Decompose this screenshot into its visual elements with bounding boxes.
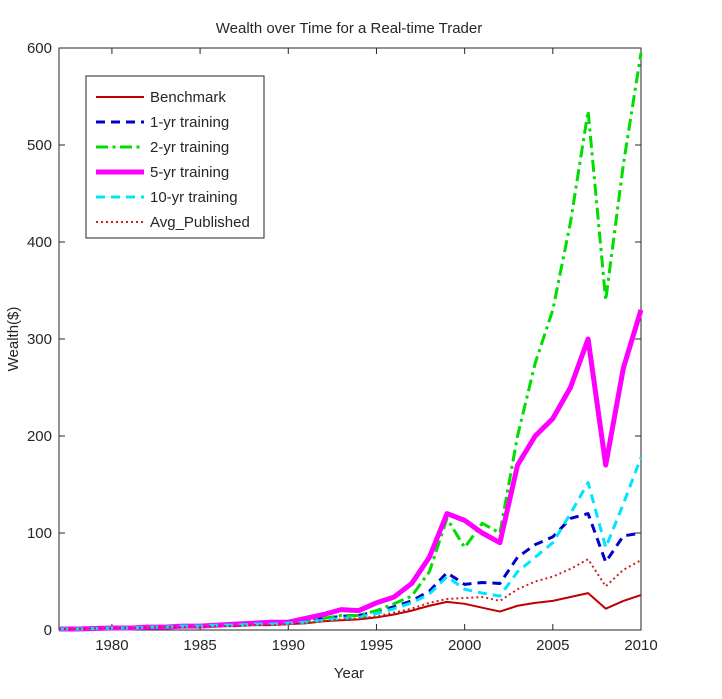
legend-box [85,75,265,239]
y-tick-label: 100 [27,525,52,542]
series-line-3 [59,309,644,632]
x-tick-label: 2010 [624,637,657,654]
x-tick-label: 2005 [536,637,569,654]
x-tick-label: 1990 [272,637,305,654]
legend-entry-label: Benchmark [150,89,226,106]
legend: Benchmark 1-yr training 2-yr training 5-yr … [85,75,265,239]
y-tick-label: 0 [44,622,52,639]
y-axis-label: Wealth($) [5,307,22,372]
series-line-4 [59,456,643,631]
y-tick-label: 600 [27,40,52,57]
series-lines [59,52,644,632]
y-tick-label: 300 [27,331,52,348]
y-tick-label: 500 [27,137,52,154]
x-axis-label: Year [334,665,364,682]
legend-entry-label: 10-yr training [150,189,238,206]
x-tick-label: 1985 [183,637,216,654]
x-tick-label: 1995 [360,637,393,654]
x-tick-label: 2000 [448,637,481,654]
legend-entry-label: 1-yr training [150,114,229,131]
legend-entry-label: 5-yr training [150,164,229,181]
chart-title: Wealth over Time for a Real-time Trader [216,20,482,37]
legend-entry-label: 2-yr training [150,139,229,156]
x-tick-label: 1980 [95,637,128,654]
y-tick-label: 400 [27,234,52,251]
legend-entry-label: Avg_Published [150,214,250,231]
series-line-5 [59,558,642,631]
y-tick-label: 200 [27,428,52,445]
axis-ticks: 1980 1985 1990 1995 2000 2005 2010 0 100 200 300 40… [27,40,658,654]
